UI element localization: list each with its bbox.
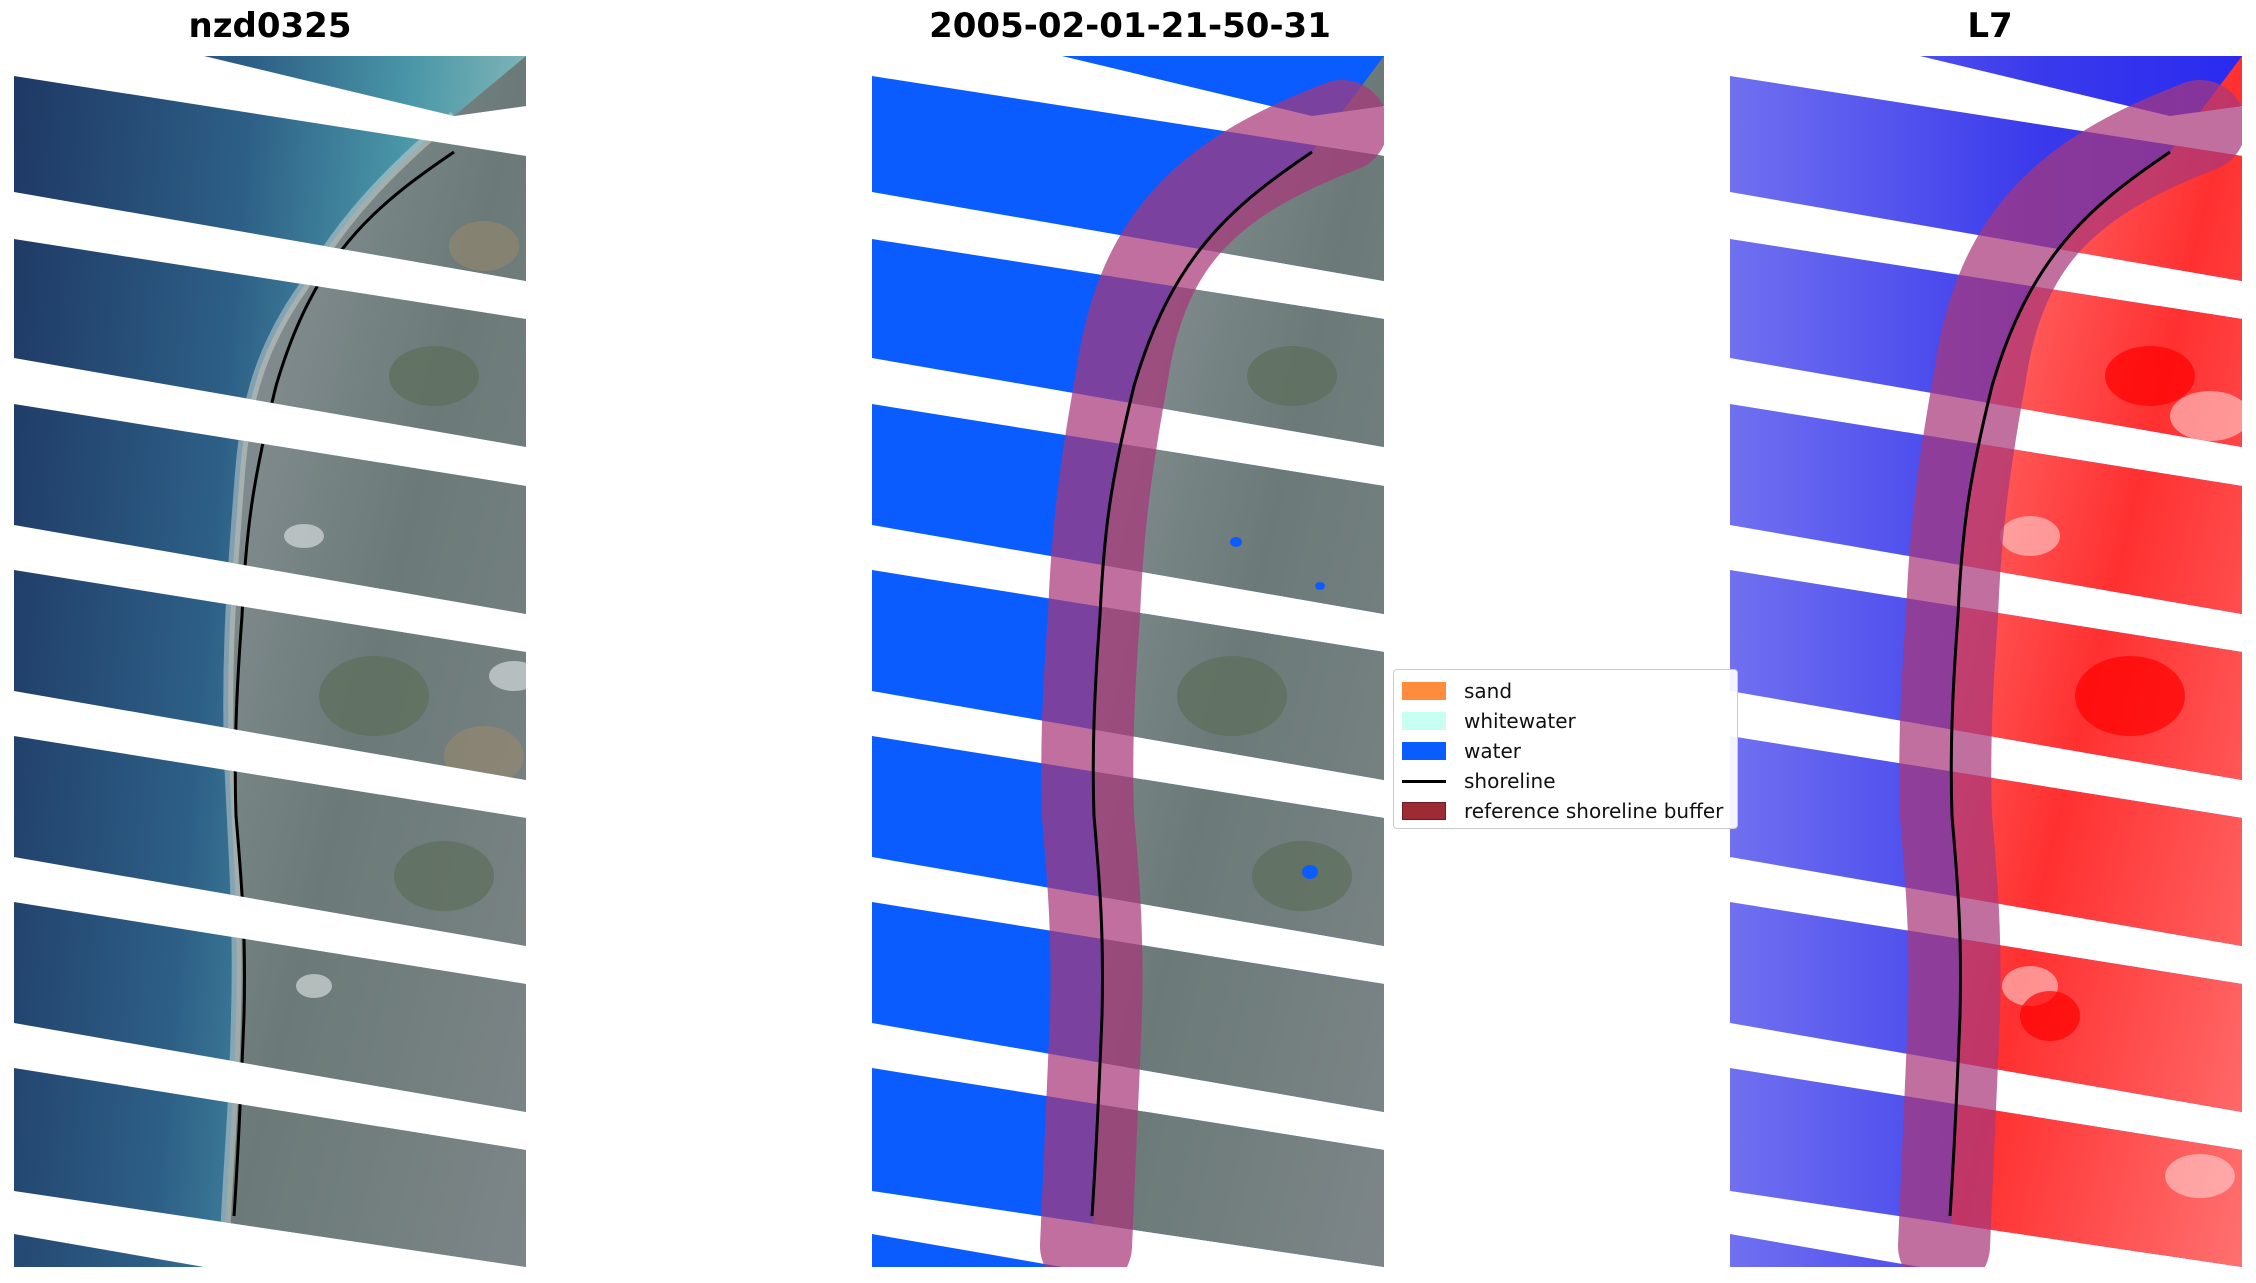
- legend: sand whitewater water shoreline referenc…: [1393, 669, 1738, 829]
- shoreline: [232, 150, 455, 1217]
- legend-label-sand: sand: [1464, 679, 1513, 703]
- shoreline-line-swatch: [1402, 779, 1446, 783]
- panel-title-image-name: nzd0325: [188, 6, 352, 46]
- index-image-panel: [1730, 56, 2242, 1267]
- legend-item-buffer: reference shoreline buffer: [1402, 796, 1737, 826]
- classified-image: [872, 56, 1384, 1267]
- legend-item-sand: sand: [1402, 676, 1737, 706]
- panel-title-satellite: L7: [1967, 6, 2013, 46]
- legend-label-water: water: [1464, 739, 1521, 763]
- whitewater-swatch: [1402, 712, 1446, 730]
- legend-item-whitewater: whitewater: [1402, 706, 1737, 736]
- buffer-swatch: [1402, 802, 1446, 820]
- legend-label-buffer: reference shoreline buffer: [1464, 799, 1724, 823]
- rgb-image: [14, 56, 526, 1267]
- classified-image-panel: [872, 56, 1384, 1267]
- legend-item-shoreline: shoreline: [1402, 766, 1737, 796]
- index-image: [1730, 56, 2242, 1267]
- shoreline: [1090, 150, 1313, 1217]
- water-swatch: [1402, 742, 1446, 760]
- panel-title-date: 2005-02-01-21-50-31: [929, 6, 1331, 46]
- reference-shoreline-buffer: [1898, 80, 2242, 1267]
- reference-shoreline-buffer: [1040, 80, 1384, 1267]
- rgb-image-panel: [14, 56, 526, 1267]
- legend-label-whitewater: whitewater: [1464, 709, 1576, 733]
- sand-swatch: [1402, 682, 1446, 700]
- legend-item-water: water: [1402, 736, 1737, 766]
- shoreline: [1948, 150, 2171, 1217]
- legend-label-shoreline: shoreline: [1464, 769, 1556, 793]
